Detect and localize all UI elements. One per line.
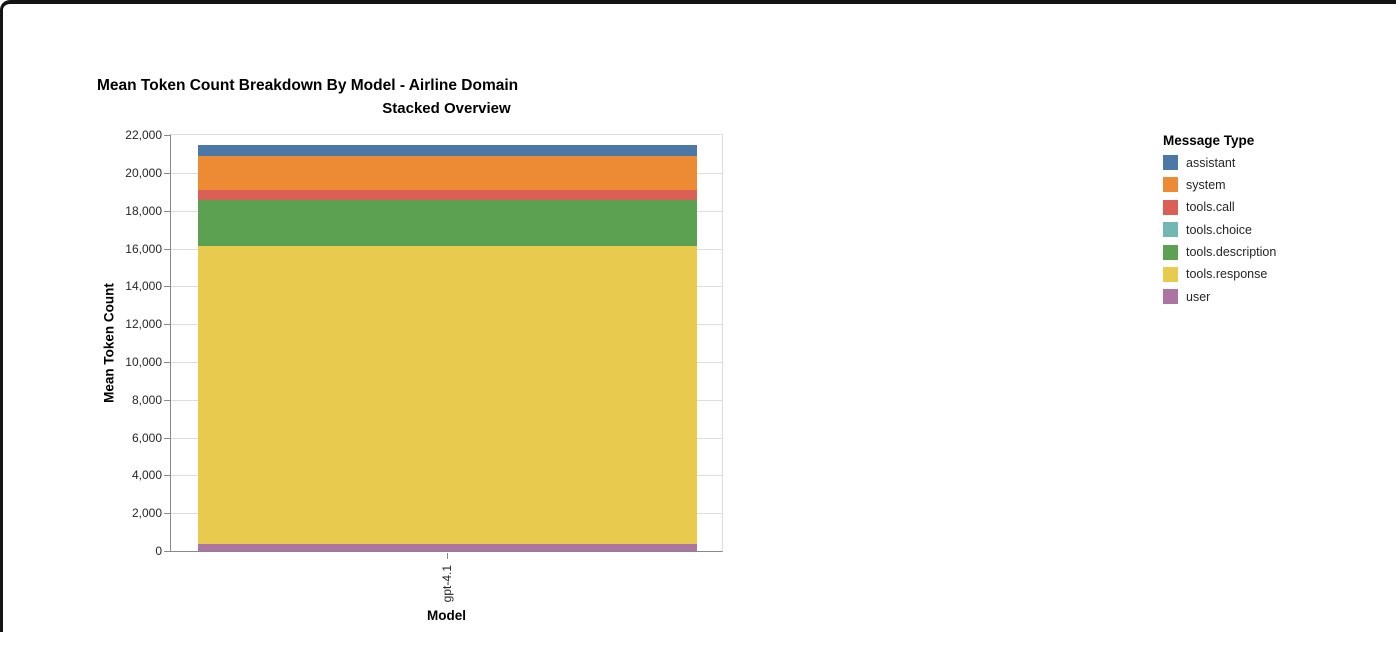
legend: Message Type assistant system tools.call to… xyxy=(1163,133,1276,312)
chart-title: Mean Token Count Breakdown By Model - Ai… xyxy=(97,77,519,94)
legend-item-tools.choice: tools.choice xyxy=(1163,222,1276,238)
legend-item-tools.response: tools.response xyxy=(1163,266,1276,282)
x-axis-title: Model xyxy=(427,608,466,623)
stacked-bar xyxy=(198,144,697,551)
x-tick-label: gpt-4.1 xyxy=(440,565,454,603)
y-tick-mark xyxy=(164,475,170,477)
y-tick-label: 10,000 xyxy=(125,354,162,369)
bar-segment-system xyxy=(198,156,697,191)
bar-segment-tools.response xyxy=(198,245,697,545)
y-tick-mark xyxy=(164,513,170,515)
bar-segment-assistant xyxy=(198,144,697,157)
y-tick-mark xyxy=(164,551,170,552)
y-tick-label: 8,000 xyxy=(131,392,162,407)
legend-label: user xyxy=(1186,289,1211,304)
legend-swatch-icon xyxy=(1163,199,1178,215)
legend-item-assistant: assistant xyxy=(1163,155,1276,170)
y-tick-label: 2,000 xyxy=(131,506,162,521)
legend-swatch-icon xyxy=(1163,222,1178,238)
bar-segment-tools.call xyxy=(198,190,697,200)
legend-item-system: system xyxy=(1163,177,1276,193)
y-tick-mark xyxy=(164,437,170,439)
y-tick-mark xyxy=(164,286,170,288)
y-tick-label: 22,000 xyxy=(125,128,162,142)
y-tick-label: 20,000 xyxy=(125,165,162,180)
y-tick-label: 12,000 xyxy=(125,317,162,332)
y-tick-mark xyxy=(164,361,170,363)
y-tick-label: 6,000 xyxy=(131,430,162,445)
legend-swatch-icon xyxy=(1163,177,1178,193)
legend-title: Message Type xyxy=(1163,133,1255,148)
y-tick-mark xyxy=(164,248,170,250)
legend-label: assistant xyxy=(1186,155,1236,170)
y-tick-mark xyxy=(164,399,170,401)
legend-items: assistant system tools.call tools.choice too… xyxy=(1163,155,1277,305)
plot-area xyxy=(170,134,723,552)
y-axis-title: Mean Token Count xyxy=(101,283,117,403)
x-tick-mark xyxy=(447,553,448,559)
legend-label: tools.choice xyxy=(1186,222,1253,237)
y-tick-mark xyxy=(164,172,170,174)
y-tick-mark xyxy=(164,324,170,326)
chart-subtitle: Stacked Overview xyxy=(382,100,511,117)
y-tick-mark xyxy=(164,210,170,212)
y-tick-label: 16,000 xyxy=(125,241,162,256)
bar-segment-tools.description xyxy=(198,199,697,246)
legend-swatch-icon xyxy=(1163,289,1178,305)
bar-segment-user xyxy=(198,544,697,551)
legend-label: tools.description xyxy=(1186,245,1277,260)
legend-item-user: user xyxy=(1163,289,1276,305)
y-tick-label: 14,000 xyxy=(125,279,162,294)
y-tick-label: 18,000 xyxy=(125,203,162,218)
legend-swatch-icon xyxy=(1163,266,1178,282)
y-tick-mark xyxy=(164,135,170,136)
y-tick-label: 4,000 xyxy=(131,468,162,483)
legend-item-tools.call: tools.call xyxy=(1163,199,1276,215)
legend-label: tools.call xyxy=(1186,200,1235,215)
legend-swatch-icon xyxy=(1163,244,1178,260)
legend-swatch-icon xyxy=(1163,155,1178,170)
x-tick-label-wrap: gpt-4.1 xyxy=(433,558,461,610)
y-tick-label: 0 xyxy=(155,544,162,558)
legend-label: system xyxy=(1186,177,1226,192)
legend-item-tools.description: tools.description xyxy=(1163,244,1277,260)
legend-label: tools.response xyxy=(1186,267,1268,282)
